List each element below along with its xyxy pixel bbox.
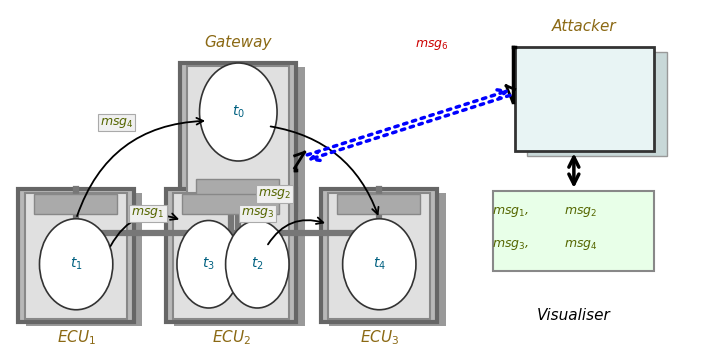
Text: $msg_4$: $msg_4$ <box>99 116 133 130</box>
Bar <box>26 193 142 326</box>
Bar <box>25 193 127 318</box>
Text: $t_2$: $t_2$ <box>251 256 264 272</box>
Text: $msg_1$: $msg_1$ <box>131 206 165 220</box>
Ellipse shape <box>200 63 277 161</box>
Text: $msg_6$: $msg_6$ <box>415 38 449 52</box>
Text: $msg_2$: $msg_2$ <box>564 205 598 219</box>
Text: Attacker: Attacker <box>552 19 617 34</box>
Text: Gateway: Gateway <box>204 35 272 49</box>
Bar <box>196 178 279 199</box>
Ellipse shape <box>343 219 416 310</box>
Text: Visualiser: Visualiser <box>537 308 611 322</box>
Bar <box>328 193 430 318</box>
Bar <box>337 194 420 214</box>
Ellipse shape <box>226 220 289 308</box>
Bar <box>182 194 279 214</box>
Text: $msg_2$: $msg_2$ <box>258 187 292 201</box>
Bar <box>188 67 305 214</box>
Bar <box>527 52 667 156</box>
Bar <box>493 191 654 271</box>
Bar <box>329 193 446 326</box>
Text: $t_3$: $t_3$ <box>202 256 215 272</box>
Text: $t_1$: $t_1$ <box>70 256 82 272</box>
Bar <box>515 47 654 150</box>
Bar <box>187 66 289 206</box>
Text: $t_4$: $t_4$ <box>373 256 386 272</box>
Text: $msg_3$,: $msg_3$, <box>492 238 529 252</box>
Text: $msg_3$: $msg_3$ <box>240 206 274 220</box>
Ellipse shape <box>39 219 113 310</box>
Bar <box>166 189 296 322</box>
Bar <box>174 193 305 326</box>
Text: $ECU_1$: $ECU_1$ <box>56 328 96 347</box>
Bar <box>173 193 289 318</box>
Text: $msg_4$: $msg_4$ <box>564 238 598 252</box>
Ellipse shape <box>177 220 240 308</box>
Bar <box>180 63 296 210</box>
Text: $t_0$: $t_0$ <box>232 104 245 120</box>
Text: $ECU_2$: $ECU_2$ <box>212 328 251 347</box>
Bar <box>34 194 117 214</box>
Bar <box>321 189 437 322</box>
Text: $msg_1$,: $msg_1$, <box>492 205 529 219</box>
Bar <box>18 189 134 322</box>
Text: $ECU_3$: $ECU_3$ <box>360 328 399 347</box>
